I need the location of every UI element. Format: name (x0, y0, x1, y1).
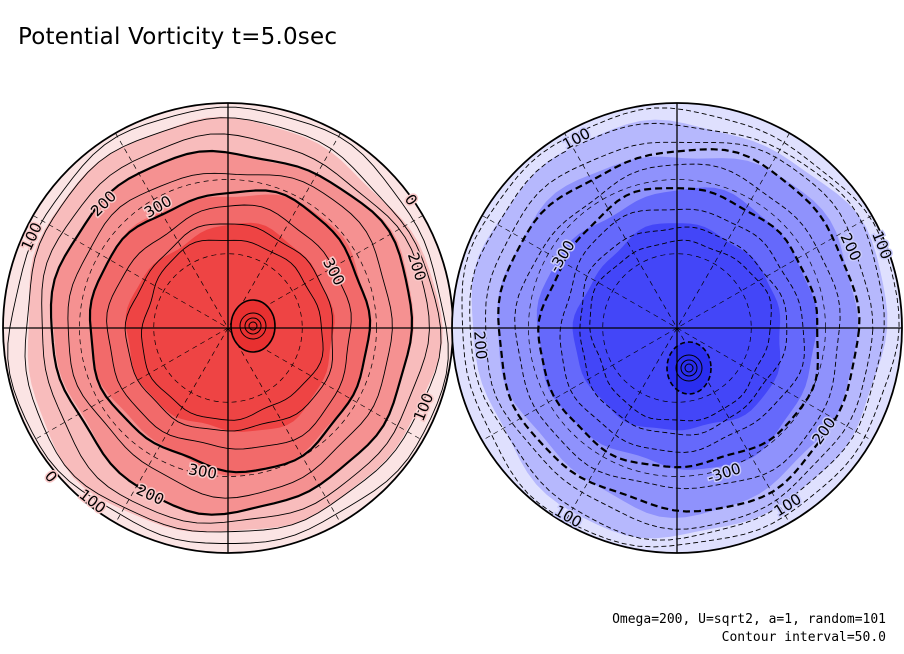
contour-label: 0 (41, 467, 61, 486)
parameters-note: Omega=200, U=sqrt2, a=1, random=101 (612, 612, 886, 627)
vortex-core-outer (666, 341, 712, 395)
contour-line-6 (559, 208, 805, 453)
contour-interval-note: Contour interval=50.0 (721, 630, 886, 645)
contour-line-2 (41, 133, 430, 524)
contour-line-8 (141, 239, 324, 421)
contour-line-6 (106, 204, 352, 450)
contour-line-5 (537, 187, 820, 469)
contour-line-7 (579, 226, 788, 436)
panel-border (451, 102, 903, 554)
vortex-core-outer (230, 299, 276, 353)
contour-line-3 (497, 148, 861, 513)
contour-line-5 (88, 189, 372, 474)
contour-line-3 (49, 149, 414, 516)
vortex-core-ring (248, 321, 258, 331)
vortex-core-ring (675, 354, 703, 382)
vortex-core-ring (680, 359, 698, 377)
vortex-core-ring (239, 312, 267, 340)
chart-title: Potential Vorticity t=5.0sec (18, 24, 338, 50)
vortex-core-ring (244, 317, 262, 335)
contour-line-4 (514, 163, 841, 490)
contour-line-2 (485, 141, 874, 530)
vortex-core-ring (684, 363, 694, 373)
contour-line-7 (124, 223, 333, 432)
contour-line-8 (589, 239, 772, 422)
contour-line-4 (67, 172, 393, 499)
contour-label: 200 (470, 330, 490, 360)
